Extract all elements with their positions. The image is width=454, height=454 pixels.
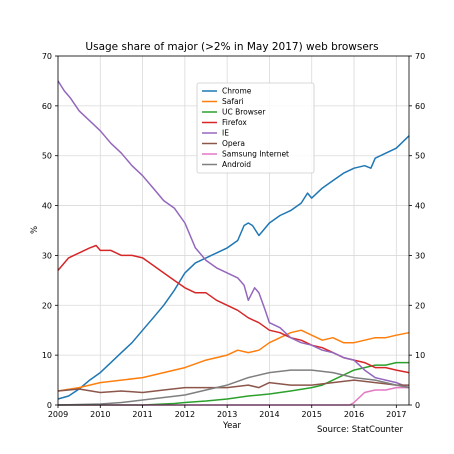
x-tick-label-2011: 2011 — [132, 410, 152, 419]
y-axis-title: % — [30, 226, 40, 234]
y-tick-label-right-10: 10 — [415, 351, 425, 360]
x-tick-label-2017: 2017 — [386, 410, 406, 419]
source-note: Source: StatCounter — [317, 425, 404, 435]
series-line-uc-browser — [58, 361, 409, 406]
legend-label-ie: IE — [222, 129, 229, 138]
y-tick-label-right-50: 50 — [415, 152, 425, 161]
x-tick-label-2013: 2013 — [217, 410, 237, 419]
legend-label-opera: Opera — [222, 139, 245, 148]
chart-title: Usage share of major (>2% in May 2017) w… — [85, 41, 378, 53]
y-tick-label-right-30: 30 — [415, 251, 425, 260]
legend-label-uc-browser: UC Browser — [222, 108, 266, 117]
series-line-safari — [57, 329, 410, 392]
y-tick-label-left-40: 40 — [42, 202, 52, 211]
series-line-samsung-internet — [58, 386, 409, 406]
series-line-chrome — [57, 135, 410, 400]
series-line-firefox — [57, 244, 410, 374]
y-tick-label-left-60: 60 — [42, 102, 52, 111]
y-tick-label-left-0: 0 — [47, 401, 52, 410]
legend-label-chrome: Chrome — [222, 87, 252, 96]
series-line-ie — [57, 80, 410, 389]
y-tick-label-left-10: 10 — [42, 351, 52, 360]
y-tick-label-left-30: 30 — [42, 251, 52, 260]
series-line-android — [57, 369, 410, 406]
legend-label-safari: Safari — [222, 97, 244, 106]
y-tick-label-right-70: 70 — [415, 52, 425, 61]
y-tick-label-left-50: 50 — [42, 152, 52, 161]
x-tick-label-2010: 2010 — [90, 410, 110, 419]
x-tick-label-2015: 2015 — [302, 410, 322, 419]
x-tick-label-2009: 2009 — [48, 410, 68, 419]
y-tick-label-right-0: 0 — [415, 401, 420, 410]
series-line-opera — [57, 379, 409, 394]
legend-label-android: Android — [222, 160, 251, 169]
y-tick-label-right-40: 40 — [415, 202, 425, 211]
plot-frame — [57, 55, 410, 406]
y-tick-label-right-20: 20 — [415, 301, 425, 310]
y-tick-label-left-20: 20 — [42, 301, 52, 310]
legend-label-firefox: Firefox — [222, 118, 247, 127]
y-tick-label-left-70: 70 — [42, 52, 52, 61]
legend-label-samsung-internet: Samsung Internet — [222, 150, 289, 159]
x-tick-label-2014: 2014 — [259, 410, 279, 419]
x-tick-label-2012: 2012 — [175, 410, 195, 419]
y-tick-label-right-60: 60 — [415, 102, 425, 111]
legend-box — [196, 82, 315, 174]
x-axis-title: Year — [222, 421, 242, 431]
x-tick-label-2016: 2016 — [344, 410, 364, 419]
